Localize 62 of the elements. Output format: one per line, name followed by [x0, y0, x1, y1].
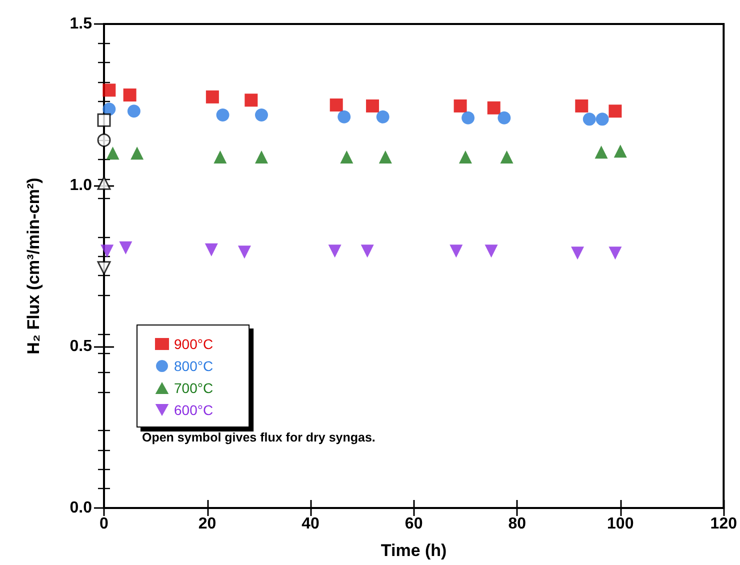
- y-tick-label: 1.0: [70, 176, 92, 194]
- point: [102, 102, 116, 116]
- point: [500, 150, 514, 164]
- point: [102, 84, 116, 97]
- point: [608, 104, 622, 118]
- point: [97, 261, 111, 275]
- point: [254, 150, 268, 164]
- x-tick-label: 120: [710, 516, 738, 532]
- point: [123, 88, 136, 102]
- point: [582, 112, 596, 126]
- point: [571, 246, 584, 260]
- point: [487, 101, 500, 114]
- point: [127, 104, 140, 118]
- point: [244, 94, 258, 107]
- annotation: Open symbol gives flux for dry syngas.: [142, 430, 376, 444]
- point: [376, 110, 390, 124]
- point: [119, 241, 132, 254]
- point: [484, 244, 498, 258]
- point: [462, 111, 475, 124]
- x-tick-label: 80: [508, 516, 526, 532]
- point: [360, 244, 374, 258]
- legend-label: 900°C: [174, 336, 214, 352]
- point: [338, 110, 351, 124]
- x-tick-label: 60: [404, 516, 423, 532]
- x-axis-title: Time (h): [380, 541, 447, 560]
- point: [450, 244, 463, 258]
- point: [594, 146, 608, 159]
- point: [238, 246, 251, 259]
- point: [330, 98, 343, 112]
- point: [498, 111, 511, 124]
- legend-label: 800°C: [174, 358, 214, 374]
- point: [608, 246, 622, 260]
- point: [206, 90, 219, 104]
- legend-label: 700°C: [174, 380, 214, 396]
- x-tick-label: 40: [302, 516, 320, 532]
- point: [255, 108, 268, 122]
- x-tick-label: 100: [607, 516, 634, 532]
- y-axis-title: H₂ Flux (cm³/min-cm²): [24, 178, 43, 354]
- point: [328, 244, 342, 258]
- point: [216, 108, 230, 122]
- y-tick-label: 0.5: [70, 338, 92, 356]
- point: [106, 146, 120, 160]
- point: [454, 99, 467, 112]
- point: [340, 150, 354, 164]
- point: [378, 150, 392, 164]
- point: [575, 99, 588, 112]
- point: [97, 176, 111, 190]
- point: [204, 243, 218, 256]
- point: [97, 113, 111, 127]
- legend-label: 600°C: [174, 402, 214, 418]
- x-tick-label: 20: [198, 516, 216, 532]
- point: [130, 146, 144, 160]
- y-tick-label: 0.0: [70, 500, 92, 516]
- point: [458, 150, 472, 164]
- x-tick-label: 0: [100, 516, 109, 532]
- point: [596, 112, 609, 126]
- point: [366, 99, 380, 112]
- y-tick-label: 1.5: [70, 16, 92, 32]
- point: [214, 150, 227, 164]
- point: [100, 244, 114, 258]
- point: [614, 144, 627, 158]
- point: [97, 133, 111, 147]
